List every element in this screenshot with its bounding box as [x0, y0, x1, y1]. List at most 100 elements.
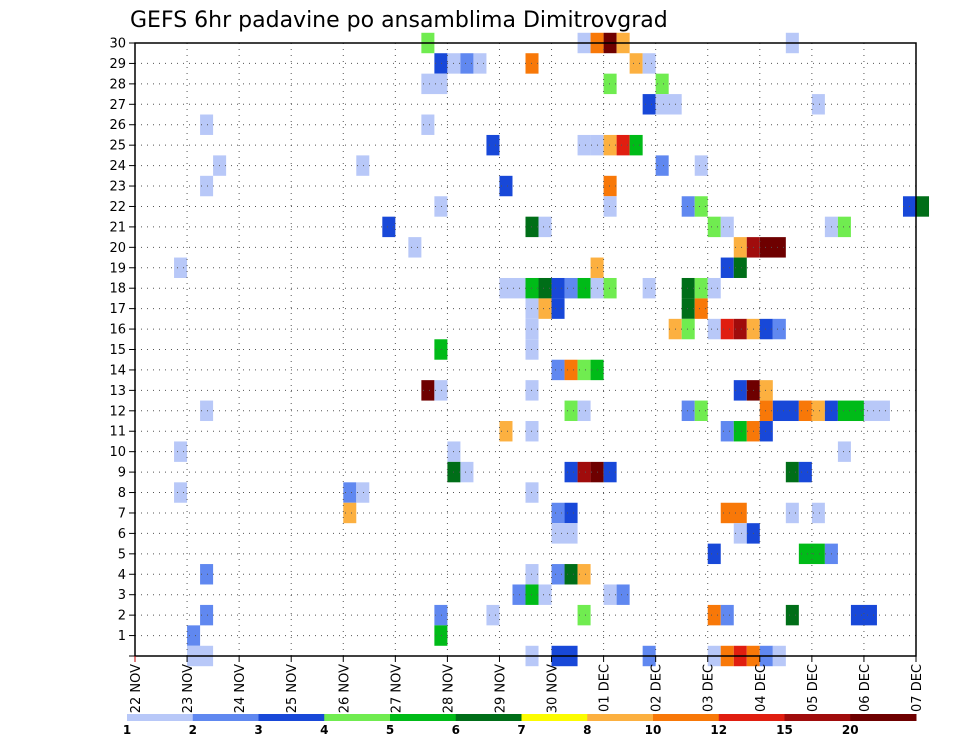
- precip-cell: [681, 400, 695, 422]
- precip-cell: [733, 318, 747, 340]
- y-tick-label: 16: [109, 323, 126, 338]
- y-tick-label: 6: [118, 527, 126, 542]
- precip-cell: [564, 277, 578, 299]
- precip-cell: [655, 94, 682, 115]
- precip-cell: [694, 277, 708, 299]
- colorbar-segment: [324, 714, 391, 721]
- colorbar-label: 8: [583, 723, 591, 737]
- precip-cell: [642, 94, 656, 115]
- precip-cell: [603, 175, 617, 197]
- precip-cell: [460, 461, 474, 483]
- y-tick-label: 2: [118, 609, 126, 624]
- precip-cell: [811, 400, 825, 422]
- colorbar-segment: [718, 714, 785, 721]
- y-tick-label: 1: [118, 629, 126, 644]
- precip-cell: [785, 604, 799, 626]
- colorbar-segment: [850, 714, 917, 721]
- precip-cell: [564, 502, 578, 524]
- precip-cell: [837, 216, 851, 238]
- precip-cell: [538, 277, 552, 299]
- precip-cell: [863, 400, 890, 422]
- precip-cell: [187, 625, 201, 646]
- precip-cell: [499, 421, 513, 442]
- precip-cell: [460, 53, 474, 74]
- precip-cell: [759, 400, 773, 422]
- colorbar-segment: [653, 714, 720, 721]
- colorbar-segment: [390, 714, 457, 721]
- precip-cell: [694, 155, 708, 176]
- precip-cell: [499, 277, 526, 299]
- precip-cell: [733, 237, 747, 258]
- precip-cell: [720, 604, 734, 626]
- x-tick-label: 02 DEC: [650, 664, 665, 712]
- precip-cell: [759, 237, 786, 258]
- precip-cell: [486, 134, 500, 156]
- precip-cell: [200, 114, 214, 135]
- precip-cell: [681, 318, 695, 340]
- y-tick-label: 22: [109, 200, 126, 215]
- precipitation-cells: [174, 32, 930, 667]
- precip-cell: [512, 584, 526, 605]
- x-tick-label: 26 NOV: [337, 664, 352, 713]
- precip-cell: [616, 584, 630, 605]
- precip-cell: [733, 421, 747, 442]
- y-tick-label: 29: [109, 57, 126, 72]
- precip-cell: [525, 584, 539, 605]
- precip-cell: [200, 400, 214, 422]
- y-tick-label: 12: [109, 404, 126, 419]
- y-tick-label: 18: [109, 282, 126, 297]
- precip-cell: [525, 564, 539, 585]
- precip-cell: [564, 400, 578, 422]
- precip-cell: [798, 400, 812, 422]
- y-tick-label: 21: [109, 220, 126, 235]
- precip-cell: [603, 134, 617, 156]
- precip-cell: [720, 421, 734, 442]
- x-tick-label: 30 NOV: [546, 664, 561, 713]
- precip-cell: [200, 564, 214, 585]
- precip-cell: [551, 298, 565, 319]
- colorbar-segment: [192, 714, 259, 721]
- colorbar-segment: [784, 714, 851, 721]
- precip-cell: [603, 196, 617, 217]
- x-tick-label: 04 DEC: [754, 664, 769, 712]
- y-tick-label: 9: [118, 466, 126, 481]
- precip-cell: [421, 73, 448, 95]
- y-tick-label: 5: [118, 547, 126, 562]
- precip-cell: [174, 257, 188, 278]
- precip-cell: [707, 216, 721, 238]
- colorbar-label: 6: [452, 723, 460, 737]
- precip-cell: [525, 380, 539, 401]
- x-tick-label: 29 NOV: [494, 664, 509, 713]
- precip-cell: [681, 277, 695, 299]
- precip-cell: [629, 53, 643, 74]
- precip-cell: [421, 380, 435, 401]
- y-tick-label: 27: [109, 98, 126, 113]
- precip-cell: [733, 523, 747, 544]
- x-tick-label: 06 DEC: [858, 664, 873, 712]
- precip-cell: [525, 53, 539, 74]
- y-tick-label: 13: [109, 384, 126, 399]
- precip-cell: [837, 400, 864, 422]
- precip-cell: [785, 502, 799, 524]
- y-tick-label: 10: [109, 445, 126, 460]
- precip-cell: [564, 359, 578, 381]
- y-tick-label: 11: [109, 425, 126, 440]
- y-tick-label: 3: [118, 588, 126, 603]
- precip-cell: [720, 318, 734, 340]
- precip-cell: [473, 53, 487, 74]
- colorbar-label: 10: [645, 723, 662, 737]
- precip-cell: [200, 175, 214, 197]
- colorbar-segment: [258, 714, 325, 721]
- x-tick-label: 27 NOV: [389, 664, 404, 713]
- y-tick-label: 14: [109, 363, 126, 378]
- precip-cell: [525, 421, 539, 442]
- colorbar-segment: [521, 714, 588, 721]
- precip-cell: [603, 584, 617, 605]
- precip-cell: [525, 339, 539, 360]
- x-tick-label: 28 NOV: [441, 664, 456, 713]
- precip-cell: [642, 53, 656, 74]
- precip-cell: [577, 359, 591, 381]
- precip-cell: [343, 502, 357, 524]
- precip-cell: [538, 584, 552, 605]
- precip-cell: [850, 604, 877, 626]
